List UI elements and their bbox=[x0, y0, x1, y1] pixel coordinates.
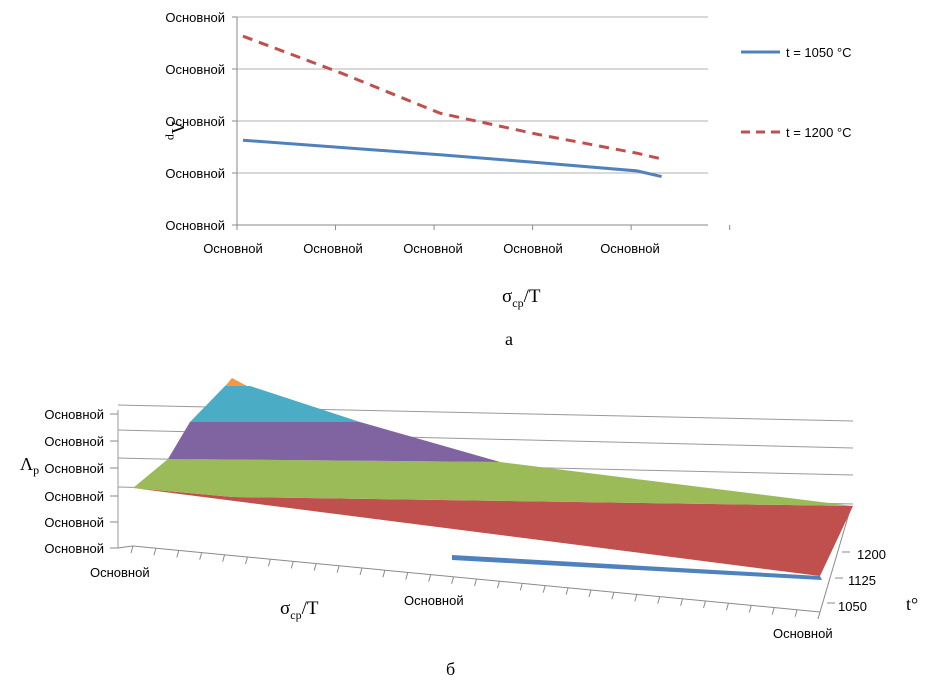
legend-label-1200: t = 1200 °C bbox=[786, 125, 852, 140]
x-tick-label: Основной bbox=[203, 241, 263, 256]
z-axis-label: Λр bbox=[20, 454, 39, 477]
depth-tick-1125: 1125 bbox=[848, 573, 876, 588]
z-tick-label: Основной bbox=[44, 489, 104, 504]
panel-label-b: б bbox=[446, 659, 455, 679]
z-tick-label: Основной bbox=[44, 461, 104, 476]
grid-lines bbox=[232, 16, 731, 230]
z-tick-labels: Основной Основной Основной Основной Основной… bbox=[44, 407, 118, 556]
floor-tick bbox=[405, 572, 409, 580]
panel-label-a: а bbox=[505, 329, 513, 349]
series-line-1200 bbox=[242, 34, 662, 161]
floor-tick bbox=[176, 550, 180, 558]
floor-tick bbox=[359, 567, 363, 576]
x-axis-label: σср/T bbox=[502, 286, 541, 310]
y-tick-label: Основной bbox=[165, 218, 225, 233]
floor-tick-marks bbox=[130, 545, 821, 620]
floor-tick bbox=[748, 605, 752, 613]
surface-band-purple bbox=[168, 422, 500, 462]
floor-tick bbox=[794, 609, 798, 617]
floor-tick bbox=[611, 592, 615, 600]
y-tick-label: Основной bbox=[165, 10, 225, 25]
y-tick-label: Основной bbox=[165, 166, 225, 181]
surface-band-teal bbox=[190, 386, 360, 422]
line-chart: ОсновнойОсновнойОсновнойОсновнойОсновной… bbox=[165, 10, 852, 349]
floor-tick bbox=[199, 552, 203, 560]
z-tick-label: Основной bbox=[44, 541, 104, 556]
y-axis-label: Λр bbox=[165, 121, 188, 140]
depth-tick-1200: 1200 bbox=[857, 547, 886, 562]
x-tick-label: Основной bbox=[303, 241, 363, 256]
x-axis-label-b: σср/T bbox=[280, 598, 319, 622]
floor-tick bbox=[771, 607, 775, 615]
floor-tick bbox=[313, 563, 317, 571]
floor-tick bbox=[130, 545, 134, 554]
legend-label-1050: t = 1050 °C bbox=[786, 45, 852, 60]
x-tick-label: Основной bbox=[403, 241, 463, 256]
depth-tick-marks bbox=[827, 551, 850, 604]
z-tick-label: Основной bbox=[44, 407, 104, 422]
z-tick-label: Основной bbox=[44, 515, 104, 530]
floor-tick bbox=[474, 578, 477, 587]
floor-tick bbox=[336, 565, 340, 573]
floor-tick bbox=[290, 561, 294, 569]
depth-tick-1050: 1050 bbox=[838, 599, 867, 614]
floor-tick bbox=[496, 581, 500, 589]
x-tick-label-1: Основной bbox=[90, 565, 150, 580]
surface-band-orange bbox=[225, 378, 247, 386]
series-lines bbox=[242, 34, 662, 179]
floor-tick bbox=[565, 587, 569, 595]
floor-tick bbox=[428, 574, 432, 582]
x-tick-label: Основной bbox=[600, 241, 660, 256]
depth-tick-base: Основной bbox=[773, 626, 833, 641]
floor-tick bbox=[382, 570, 386, 578]
floor-tick bbox=[657, 596, 661, 604]
z-tick-label: Основной bbox=[44, 434, 104, 449]
floor-tick bbox=[703, 600, 706, 609]
surface-band-green bbox=[133, 459, 853, 506]
floor-tick bbox=[680, 598, 684, 606]
floor-tick bbox=[267, 559, 271, 567]
series-line-1050 bbox=[242, 138, 662, 179]
y-tick-labels: Основной Основной Основной Основной Основной bbox=[165, 10, 225, 233]
x-tick-label-2: Основной bbox=[404, 593, 464, 608]
floor-tick bbox=[542, 585, 546, 593]
surface-chart: Основной Основной Основной Основной Основной… bbox=[20, 378, 918, 679]
floor-tick bbox=[634, 594, 638, 602]
surface-edge-blue bbox=[452, 555, 822, 580]
y-tick-label: Основной bbox=[165, 114, 225, 129]
floor-tick bbox=[588, 589, 592, 598]
surface-band-red bbox=[133, 488, 853, 576]
floor-tick bbox=[451, 576, 455, 584]
floor-tick bbox=[222, 554, 226, 562]
floor-tick bbox=[725, 603, 729, 611]
legend: t = 1050 °C t = 1200 °C bbox=[741, 45, 852, 140]
x-tick-label: Основной bbox=[503, 241, 563, 256]
floor-tick bbox=[245, 556, 248, 565]
depth-axis-label: t° bbox=[906, 594, 918, 614]
x-tick-labels: Основной Основной Основной Основной Основной bbox=[203, 241, 660, 256]
floor-tick bbox=[519, 583, 523, 591]
y-tick-label: Основной bbox=[165, 62, 225, 77]
floor-tick bbox=[153, 548, 157, 556]
floor-tick bbox=[817, 611, 821, 620]
